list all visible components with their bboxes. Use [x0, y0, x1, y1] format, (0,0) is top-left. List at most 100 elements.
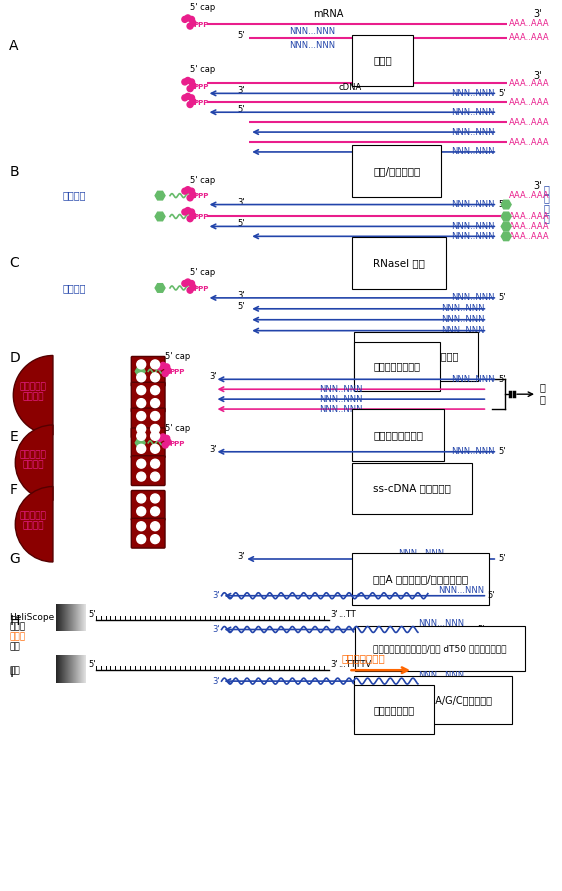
Text: PPP: PPP [194, 286, 209, 291]
Circle shape [187, 287, 193, 293]
Bar [78, 604, 79, 632]
Text: 5': 5' [498, 554, 506, 563]
Text: AAA..AAA: AAA..AAA [509, 20, 550, 29]
Text: 5' cap: 5' cap [190, 66, 215, 75]
Polygon shape [501, 222, 511, 231]
Text: アビジン: アビジン [22, 460, 44, 470]
Text: NNN..NNN: NNN..NNN [451, 375, 494, 384]
Bar [77, 604, 78, 632]
Circle shape [185, 15, 191, 20]
Text: C: C [10, 257, 19, 270]
Bar [84, 604, 85, 632]
Text: NNN...NNN: NNN...NNN [289, 28, 335, 37]
Text: NNN..NNN: NNN..NNN [451, 447, 494, 456]
Bar [63, 655, 64, 683]
Bar [57, 655, 58, 683]
Bar [76, 604, 77, 632]
Text: 5': 5' [237, 31, 245, 40]
Wedge shape [15, 425, 53, 501]
Text: 3': 3' [330, 660, 338, 669]
Polygon shape [501, 200, 511, 208]
Text: 5' cap: 5' cap [165, 424, 191, 433]
Text: NNN...NNN: NNN...NNN [289, 41, 335, 50]
Text: 3': 3' [210, 372, 217, 381]
Circle shape [151, 535, 160, 544]
Text: 5': 5' [498, 200, 506, 209]
Bar [79, 604, 80, 632]
Circle shape [157, 364, 163, 370]
Text: 5': 5' [237, 302, 245, 311]
Text: 5': 5' [498, 89, 506, 98]
Wedge shape [15, 486, 53, 562]
Text: A: A [10, 38, 19, 53]
Text: PPP: PPP [194, 84, 209, 90]
Text: NNN..NNN: NNN..NNN [451, 222, 494, 231]
Text: NNN...NNN: NNN...NNN [418, 671, 464, 680]
Bar [59, 655, 60, 683]
FancyBboxPatch shape [132, 519, 165, 548]
Circle shape [137, 535, 146, 544]
Bar [68, 655, 69, 683]
Bar [66, 655, 67, 683]
Text: dTTPの埋め込み/　A/G/Cバーチャル: dTTPの埋め込み/ A/G/Cバーチャル [373, 695, 492, 705]
Text: 5': 5' [89, 660, 96, 669]
Text: オ: オ [544, 193, 550, 204]
Text: NNN..NNN: NNN..NNN [451, 293, 494, 302]
Circle shape [165, 439, 171, 446]
Circle shape [137, 459, 146, 468]
Circle shape [151, 372, 160, 381]
Text: AAA..AAA: AAA..AAA [509, 232, 550, 241]
Text: 3': 3' [212, 592, 220, 601]
Text: 酸化/ビオチン化: 酸化/ビオチン化 [373, 166, 420, 176]
Circle shape [151, 494, 160, 503]
Circle shape [151, 424, 160, 433]
Polygon shape [155, 283, 165, 292]
Text: 3': 3' [212, 625, 220, 634]
Text: H: H [10, 614, 20, 627]
Text: NNN..NNN: NNN..NNN [441, 315, 484, 324]
Bar [72, 604, 73, 632]
Circle shape [187, 23, 193, 29]
Text: mRNA: mRNA [314, 9, 344, 19]
Circle shape [164, 364, 170, 370]
Circle shape [190, 192, 196, 198]
Text: アビジン: アビジン [22, 522, 44, 531]
Bar [68, 604, 69, 632]
Text: 5' cap: 5' cap [190, 176, 215, 184]
Text: ストレプト: ストレプト [20, 383, 47, 392]
Text: ビオチン: ビオチン [63, 283, 87, 293]
Circle shape [137, 522, 146, 531]
Text: NNN..NNN: NNN..NNN [451, 147, 494, 157]
Text: 5' cap: 5' cap [190, 268, 215, 277]
Circle shape [137, 424, 146, 433]
Text: 5': 5' [487, 592, 495, 601]
Circle shape [162, 371, 168, 377]
Polygon shape [155, 192, 165, 200]
Polygon shape [501, 232, 511, 241]
Bar [73, 604, 74, 632]
Circle shape [160, 363, 166, 368]
Text: NNN...NNN: NNN...NNN [438, 585, 484, 594]
Bar [65, 655, 66, 683]
Text: 5' cap: 5' cap [165, 353, 191, 362]
Bar [63, 604, 64, 632]
Bar [65, 604, 66, 632]
Bar [69, 655, 70, 683]
Circle shape [190, 284, 196, 290]
Text: 5': 5' [237, 105, 245, 114]
Circle shape [151, 412, 160, 421]
Bar [60, 655, 61, 683]
Circle shape [189, 16, 194, 22]
Bar [64, 655, 65, 683]
Circle shape [137, 494, 146, 503]
Text: ss-cDNA の切り離し: ss-cDNA の切り離し [373, 484, 451, 494]
Text: ストレプト: ストレプト [20, 511, 47, 521]
Text: AAA..AAA: AAA..AAA [509, 192, 550, 200]
Bar [58, 655, 59, 683]
Circle shape [137, 472, 146, 481]
Circle shape [151, 507, 160, 516]
Text: NNN..NNN: NNN..NNN [319, 405, 362, 413]
Circle shape [182, 16, 188, 22]
FancyBboxPatch shape [132, 408, 165, 437]
Bar [81, 604, 83, 632]
